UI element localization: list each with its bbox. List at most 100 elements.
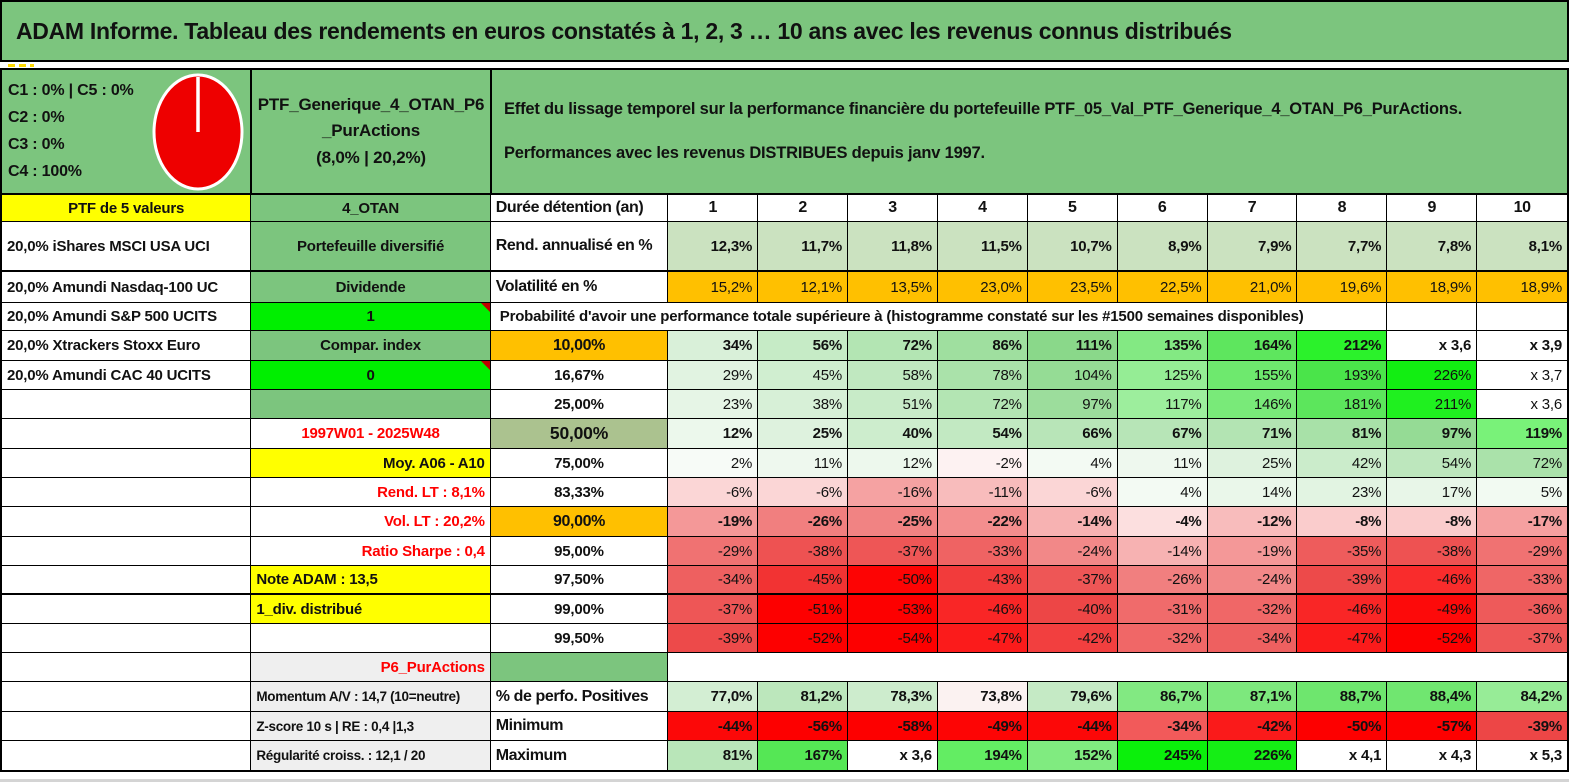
data-cell[interactable]: -38%	[758, 537, 849, 565]
data-cell[interactable]: 167%	[758, 741, 849, 770]
data-cell[interactable]: -4%	[1117, 507, 1208, 536]
data-cell[interactable]: 194%	[937, 741, 1028, 770]
metric-label-cell[interactable]: 50,00%	[490, 419, 669, 448]
data-cell[interactable]: 5%	[1477, 478, 1568, 506]
data-cell[interactable]: -16%	[848, 478, 938, 506]
data-cell[interactable]: x 3,6	[1477, 390, 1568, 418]
metric-label-cell[interactable]: Volatilité en %	[490, 272, 669, 302]
data-cell[interactable]: 181%	[1297, 390, 1388, 418]
mid-label-cell[interactable]: 1	[251, 303, 491, 330]
metric-label-cell[interactable]: 99,50%	[490, 624, 669, 652]
empty-cell[interactable]	[1387, 303, 1478, 330]
portfolio-name-cell[interactable]: PTF_Generique_4_OTAN_P6 _PurActions (8,0…	[252, 70, 492, 193]
data-cell[interactable]: -57%	[1387, 712, 1478, 740]
data-cell[interactable]: -6%	[668, 478, 759, 506]
probability-header-cell[interactable]: Probabilité d'avoir une performance tota…	[490, 303, 1388, 330]
metric-label-cell[interactable]: 99,00%	[490, 595, 669, 623]
data-cell[interactable]: 226%	[1207, 741, 1298, 770]
data-cell[interactable]: 51%	[848, 390, 938, 418]
duration-col-header[interactable]: 4	[937, 195, 1028, 221]
data-cell[interactable]: -29%	[668, 537, 759, 565]
data-cell[interactable]: 81,2%	[758, 682, 849, 711]
data-cell[interactable]: x 5,3	[1477, 741, 1568, 770]
duration-col-header[interactable]: 6	[1117, 195, 1208, 221]
row-label-cell[interactable]	[2, 741, 252, 770]
row-label-cell[interactable]: 20,0% Amundi S&P 500 UCITS	[2, 303, 252, 330]
row-label-cell[interactable]	[2, 595, 252, 623]
data-cell[interactable]: 4%	[1117, 478, 1208, 506]
data-cell[interactable]: 12,3%	[668, 222, 759, 270]
data-cell[interactable]: -58%	[848, 712, 938, 740]
duration-col-header[interactable]: 7	[1207, 195, 1298, 221]
empty-region[interactable]	[668, 653, 1568, 681]
mid-label-cell[interactable]	[251, 624, 491, 652]
title-bar[interactable]: ADAM Informe. Tableau des rendements en …	[0, 0, 1569, 62]
data-cell[interactable]: 21,0%	[1207, 272, 1298, 302]
data-cell[interactable]: 71%	[1207, 419, 1298, 448]
data-cell[interactable]: -33%	[1477, 566, 1568, 593]
data-cell[interactable]: 211%	[1387, 390, 1478, 418]
data-cell[interactable]: 226%	[1387, 361, 1478, 389]
metric-label-cell[interactable]: 90,00%	[490, 507, 669, 536]
data-cell[interactable]: 72%	[937, 390, 1028, 418]
mid-label-cell[interactable]: 0	[251, 361, 491, 389]
data-cell[interactable]: -44%	[668, 712, 759, 740]
data-cell[interactable]: -6%	[1027, 478, 1118, 506]
data-cell[interactable]: -50%	[1297, 712, 1388, 740]
data-cell[interactable]: 19,6%	[1297, 272, 1388, 302]
row-label-cell[interactable]	[2, 653, 252, 681]
data-cell[interactable]: -33%	[937, 537, 1028, 565]
data-cell[interactable]: -14%	[1117, 537, 1208, 565]
data-cell[interactable]: -39%	[1297, 566, 1388, 593]
row-label-cell[interactable]: PTF de 5 valeurs	[2, 195, 252, 221]
data-cell[interactable]: x 3,6	[1387, 331, 1478, 360]
row-label-cell[interactable]	[2, 390, 252, 418]
data-cell[interactable]: 38%	[758, 390, 849, 418]
data-cell[interactable]: 104%	[1027, 361, 1118, 389]
data-cell[interactable]: 11,7%	[758, 222, 849, 270]
data-cell[interactable]: 155%	[1207, 361, 1298, 389]
data-cell[interactable]: 66%	[1027, 419, 1118, 448]
data-cell[interactable]: 18,9%	[1387, 272, 1478, 302]
data-cell[interactable]: 135%	[1117, 331, 1208, 360]
data-cell[interactable]: -2%	[937, 449, 1028, 477]
data-cell[interactable]: -32%	[1117, 624, 1208, 652]
metric-label-cell[interactable]: 83,33%	[490, 478, 669, 506]
mid-label-cell[interactable]: Ratio Sharpe : 0,4	[251, 537, 491, 565]
data-cell[interactable]: 81%	[1297, 419, 1388, 448]
row-label-cell[interactable]: 20,0% iShares MSCI USA UCI	[2, 222, 252, 270]
data-cell[interactable]: -53%	[848, 595, 938, 623]
data-cell[interactable]: -42%	[1207, 712, 1298, 740]
data-cell[interactable]: 164%	[1207, 331, 1298, 360]
data-cell[interactable]: -39%	[1477, 712, 1568, 740]
metric-label-cell[interactable]: 75,00%	[490, 449, 669, 477]
empty-cell[interactable]	[1477, 303, 1567, 330]
metric-label-cell[interactable]: 97,50%	[490, 566, 669, 593]
data-cell[interactable]: -45%	[758, 566, 849, 593]
data-cell[interactable]: -34%	[1207, 624, 1298, 652]
mid-label-cell[interactable]: Vol. LT : 20,2%	[251, 507, 491, 536]
mid-label-cell[interactable]: Dividende	[251, 272, 491, 302]
data-cell[interactable]: 12,1%	[758, 272, 849, 302]
data-cell[interactable]: -47%	[937, 624, 1028, 652]
data-cell[interactable]: 7,7%	[1297, 222, 1388, 270]
description-cell[interactable]: Effet du lissage temporel sur la perform…	[492, 70, 1567, 193]
duration-col-header[interactable]: 8	[1297, 195, 1388, 221]
data-cell[interactable]: 45%	[758, 361, 849, 389]
data-cell[interactable]: -31%	[1117, 595, 1208, 623]
data-cell[interactable]: 8,9%	[1117, 222, 1208, 270]
duration-col-header[interactable]: 10	[1477, 195, 1568, 221]
data-cell[interactable]: 86,7%	[1117, 682, 1208, 711]
data-cell[interactable]: 111%	[1027, 331, 1118, 360]
data-cell[interactable]: 40%	[848, 419, 938, 448]
data-cell[interactable]: 117%	[1117, 390, 1208, 418]
data-cell[interactable]: -47%	[1297, 624, 1388, 652]
data-cell[interactable]: 25%	[1207, 449, 1298, 477]
mid-label-cell[interactable]: 1_div. distribué	[251, 595, 491, 623]
data-cell[interactable]: 2%	[668, 449, 759, 477]
data-cell[interactable]: 54%	[937, 419, 1028, 448]
data-cell[interactable]: 97%	[1387, 419, 1478, 448]
data-cell[interactable]: -37%	[848, 537, 938, 565]
data-cell[interactable]: -37%	[668, 595, 759, 623]
row-label-cell[interactable]	[2, 449, 252, 477]
